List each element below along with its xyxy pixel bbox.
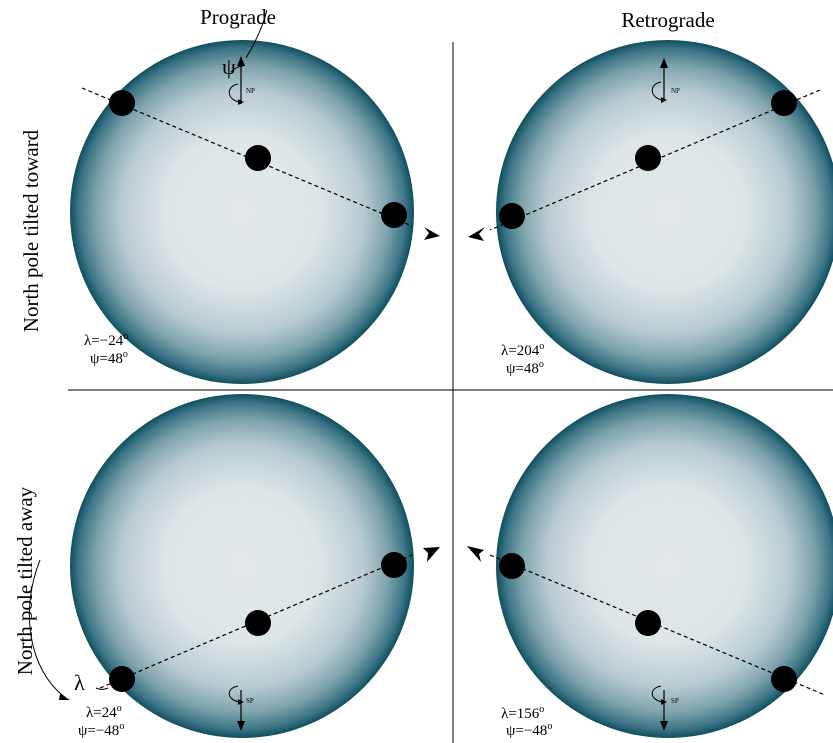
- psi-symbol: ψ: [222, 54, 236, 79]
- planet-top-right-ingress: [771, 90, 797, 116]
- pole-label-bottom-left: SP: [246, 697, 254, 705]
- svg-text:ψ=48o: ψ=48o: [506, 359, 544, 377]
- planet-bottom-right-egress: [771, 666, 797, 692]
- degree-mark: o: [123, 331, 128, 342]
- svg-text:λ=204o: λ=204o: [501, 341, 544, 359]
- lambda-value: λ=−24: [84, 333, 124, 349]
- psi-value: ψ=48: [506, 361, 539, 377]
- planet-bottom-right-ingress: [499, 553, 525, 579]
- lambda-value: λ=156: [501, 706, 540, 722]
- star-disk-top-left: [70, 40, 414, 384]
- direction-arrow-bottom-left: [423, 547, 440, 562]
- header-retrograde: Retrograde: [621, 8, 714, 32]
- spin-axis-icon-bottom-left: SP: [228, 685, 254, 731]
- degree-mark: o: [539, 341, 544, 352]
- row-label-tilted-away: North pole tilted away: [13, 486, 37, 675]
- row-label-tilted-toward: North pole tilted toward: [19, 129, 43, 332]
- degree-mark: o: [117, 703, 122, 714]
- params-top-left: λ=−24o ψ=48o: [84, 331, 128, 367]
- transit-chord-bottom-right: [489, 554, 826, 696]
- planet-bottom-left-egress: [381, 552, 407, 578]
- lambda-value: λ=24: [86, 705, 117, 721]
- svg-text:ψ=48o: ψ=48o: [90, 349, 128, 367]
- pole-label-bottom-right: SP: [671, 697, 679, 705]
- svg-text:ψ=−48o: ψ=−48o: [78, 721, 124, 739]
- psi-value: ψ=−48: [78, 723, 119, 739]
- lambda-symbol: λ: [74, 670, 85, 695]
- degree-mark: o: [123, 349, 128, 360]
- planet-bottom-left-ingress: [109, 666, 135, 692]
- direction-arrow-top-left: [424, 227, 440, 240]
- pole-label-top-right: NP: [671, 87, 680, 95]
- direction-arrow-top-right: [468, 227, 485, 241]
- degree-mark: o: [119, 721, 124, 732]
- planet-top-left-ingress: [109, 90, 135, 116]
- header-prograde: Prograde: [200, 5, 276, 29]
- lambda-value: λ=204: [501, 343, 540, 359]
- params-bottom-right: λ=156o ψ=−48o: [501, 704, 552, 739]
- params-bottom-left: λ=24o ψ=−48o: [78, 703, 124, 739]
- star-disk-bottom-right: [496, 394, 833, 738]
- lambda-leader-arrowhead: [59, 694, 70, 700]
- spin-axis-icon-bottom-right: SP: [651, 685, 679, 731]
- star-disk-bottom-left: [70, 394, 414, 738]
- degree-mark: o: [539, 359, 544, 370]
- degree-mark: o: [547, 721, 552, 732]
- planet-top-left-center: [245, 145, 271, 171]
- degree-mark: o: [539, 704, 544, 715]
- planet-bottom-left-center: [245, 610, 271, 636]
- psi-value: ψ=−48: [506, 723, 547, 739]
- spin-axis-icon-top-left: NP: [228, 56, 255, 105]
- svg-text:λ=24o: λ=24o: [86, 703, 122, 721]
- svg-text:λ=156o: λ=156o: [501, 704, 544, 722]
- params-top-right: λ=204o ψ=48o: [501, 341, 544, 377]
- planet-top-right-center: [635, 145, 661, 171]
- star-disk-top-right: [496, 40, 833, 384]
- planet-bottom-right-center: [635, 610, 661, 636]
- planet-top-left-egress: [381, 202, 407, 228]
- lambda-angle-arc: [95, 687, 109, 690]
- planet-top-right-egress: [499, 203, 525, 229]
- direction-arrow-bottom-right: [467, 546, 484, 562]
- transit-chord-top-right: [489, 89, 821, 231]
- svg-text:λ=−24o: λ=−24o: [84, 331, 128, 349]
- psi-value: ψ=48: [90, 351, 123, 367]
- pole-label-top-left: NP: [246, 87, 255, 95]
- lambda-angle-leader: [28, 559, 67, 699]
- svg-text:ψ=−48o: ψ=−48o: [506, 721, 552, 739]
- psi-angle-leader: [230, 9, 268, 73]
- spin-axis-icon-top-right: NP: [651, 58, 680, 103]
